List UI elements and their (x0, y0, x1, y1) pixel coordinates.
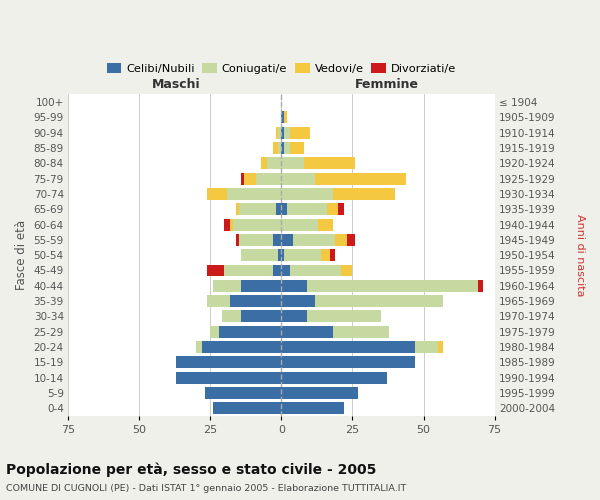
Bar (224, 264, 273, 276)
Bar (281, 341, 415, 353)
Bar (327, 203, 338, 215)
Bar (281, 402, 344, 414)
Bar (318, 218, 332, 230)
Bar (267, 158, 281, 169)
Bar (332, 326, 389, 338)
Bar (196, 341, 202, 353)
Bar (241, 280, 281, 292)
Bar (208, 295, 230, 307)
Bar (415, 341, 438, 353)
Bar (281, 356, 415, 368)
Bar (281, 326, 332, 338)
Legend: Celibi/Nubili, Coniugati/e, Vedovi/e, Divorziati/e: Celibi/Nubili, Coniugati/e, Vedovi/e, Di… (102, 58, 461, 78)
Bar (236, 203, 239, 215)
Bar (329, 249, 335, 261)
Y-axis label: Anni di nascita: Anni di nascita (575, 214, 585, 296)
Bar (281, 372, 386, 384)
Bar (278, 126, 281, 138)
Bar (208, 188, 227, 200)
Bar (341, 264, 352, 276)
Bar (316, 172, 406, 184)
Bar (219, 326, 281, 338)
Bar (281, 142, 284, 154)
Bar (241, 249, 278, 261)
Bar (262, 158, 267, 169)
Bar (281, 310, 307, 322)
Bar (478, 280, 483, 292)
Bar (281, 295, 316, 307)
Bar (224, 218, 230, 230)
Bar (281, 172, 316, 184)
Bar (281, 264, 290, 276)
Bar (284, 112, 287, 124)
Bar (281, 126, 284, 138)
Bar (210, 326, 219, 338)
Bar (281, 188, 332, 200)
Bar (281, 280, 307, 292)
Bar (281, 158, 304, 169)
Bar (278, 142, 281, 154)
Text: COMUNE DI CUGNOLI (PE) - Dati ISTAT 1° gennaio 2005 - Elaborazione TUTTITALIA.IT: COMUNE DI CUGNOLI (PE) - Dati ISTAT 1° g… (6, 484, 406, 493)
Bar (208, 264, 224, 276)
Y-axis label: Fasce di età: Fasce di età (15, 220, 28, 290)
Bar (176, 372, 281, 384)
Bar (281, 203, 287, 215)
Bar (275, 203, 281, 215)
Bar (290, 126, 310, 138)
Bar (335, 234, 347, 246)
Text: Popolazione per età, sesso e stato civile - 2005: Popolazione per età, sesso e stato civil… (6, 462, 376, 477)
Bar (221, 310, 241, 322)
Bar (284, 126, 290, 138)
Bar (227, 188, 281, 200)
Bar (338, 203, 344, 215)
Bar (307, 280, 478, 292)
Bar (281, 112, 284, 124)
Bar (230, 295, 281, 307)
Bar (273, 234, 281, 246)
Bar (281, 234, 293, 246)
Bar (347, 234, 355, 246)
Bar (281, 218, 318, 230)
Bar (213, 402, 281, 414)
Bar (293, 234, 335, 246)
Bar (316, 295, 443, 307)
Bar (284, 249, 321, 261)
Bar (281, 387, 358, 399)
Bar (287, 203, 327, 215)
Bar (273, 264, 281, 276)
Bar (438, 341, 443, 353)
Bar (239, 203, 275, 215)
Bar (304, 158, 355, 169)
Bar (233, 218, 281, 230)
Bar (256, 172, 281, 184)
Bar (321, 249, 329, 261)
Bar (307, 310, 381, 322)
Bar (202, 341, 281, 353)
Bar (241, 172, 244, 184)
Bar (284, 142, 290, 154)
Bar (290, 264, 341, 276)
Bar (244, 172, 256, 184)
Text: Maschi: Maschi (152, 78, 200, 90)
Bar (290, 142, 304, 154)
Bar (213, 280, 241, 292)
Bar (239, 234, 273, 246)
Text: Femmine: Femmine (355, 78, 419, 90)
Bar (278, 249, 281, 261)
Bar (230, 218, 233, 230)
Bar (332, 188, 395, 200)
Bar (176, 356, 281, 368)
Bar (273, 142, 278, 154)
Bar (205, 387, 281, 399)
Bar (241, 310, 281, 322)
Bar (236, 234, 239, 246)
Bar (275, 126, 278, 138)
Bar (281, 249, 284, 261)
